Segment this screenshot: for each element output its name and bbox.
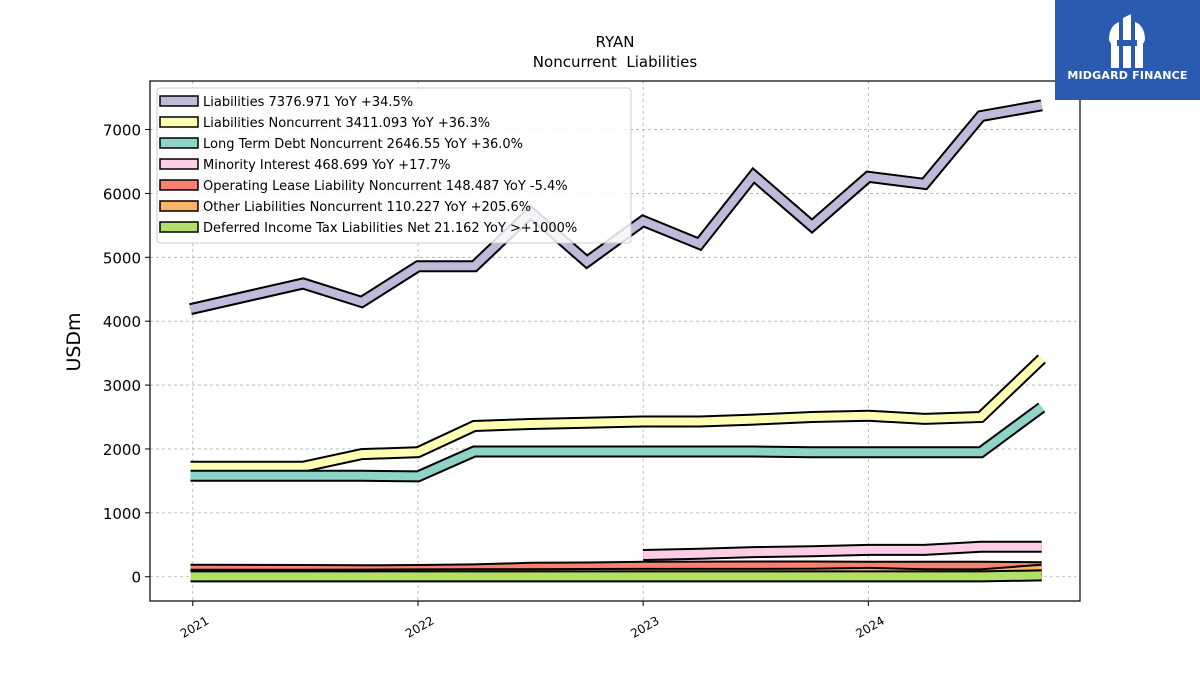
midgard-finance-logo: MIDGARD FINANCE [1055,0,1200,100]
plot-frame [149,80,1081,602]
series-fill [189,101,1043,314]
y-tick-label: 5000 [103,249,141,267]
legend-item: Operating Lease Liability Noncurrent 148… [159,179,568,194]
legend-swatch [159,137,199,149]
legend-label: Deferred Income Tax Liabilities Net 21.1… [203,221,577,236]
legend-label: Long Term Debt Noncurrent 2646.55 YoY +3… [203,137,523,152]
legend-label: Other Liabilities Noncurrent 110.227 YoY… [203,200,531,215]
y-tick-label: 7000 [103,122,141,140]
logo-mark-icon [1109,14,1145,68]
series-fill [190,356,1045,471]
legend: Liabilities 7376.971 YoY +34.5% Liabiliti… [156,87,632,244]
legend-item: Liabilities Noncurrent 3411.093 YoY +36.… [159,116,490,131]
legend-swatch [159,116,199,128]
chart-subtitle: Noncurrent Liabilities [533,53,698,71]
legend-label: Minority Interest 468.699 YoY +17.7% [203,158,450,173]
series-fill [190,571,1042,581]
y-tick-label: 1000 [103,505,141,523]
legend-swatch [159,95,199,107]
x-tick-label: 2022 [403,613,436,640]
series-line-0 [189,99,1043,315]
series-line-2 [190,402,1046,483]
legend-item: Minority Interest 468.699 YoY +17.7% [159,158,450,173]
brand-name: MIDGARD FINANCE [1067,69,1188,82]
legend-item: Liabilities 7376.971 YoY +34.5% [159,95,413,110]
y-tick-label: 4000 [103,313,141,331]
legend-label: Liabilities Noncurrent 3411.093 YoY +36.… [203,116,490,131]
legend-item: Long Term Debt Noncurrent 2646.55 YoY +3… [159,137,523,152]
x-tick-label: 2021 [178,613,211,640]
x-tick-label: 2023 [628,613,661,640]
series-line-1 [190,354,1046,473]
legend-swatch [159,158,199,170]
legend-box [156,87,632,244]
series-fill [190,404,1045,481]
legend-label: Operating Lease Liability Noncurrent 148… [203,179,568,194]
x-tick-label: 2024 [853,613,886,640]
chart-title: RYAN [596,33,635,51]
legend-item: Other Liabilities Noncurrent 110.227 YoY… [159,200,531,215]
series-fill [643,542,1042,559]
y-tick-label: 0 [131,569,141,587]
series-line-6 [190,569,1042,583]
legend-item: Deferred Income Tax Liabilities Net 21.1… [159,221,577,236]
y-tick-label: 2000 [103,441,141,459]
legend-label: Liabilities 7376.971 YoY +34.5% [203,95,413,110]
legend-swatch [159,221,199,233]
series-lines [189,99,1046,583]
y-tick-label: 3000 [103,377,141,395]
legend-swatch [159,200,199,212]
series-line-3 [642,540,1042,561]
legend-swatch [159,179,199,191]
y-axis-label: USDm [63,312,85,371]
axes: 0 1000 2000 3000 4000 5000 6000 7000 2021 2022 202… [103,80,1081,641]
y-tick-label: 6000 [103,185,141,203]
